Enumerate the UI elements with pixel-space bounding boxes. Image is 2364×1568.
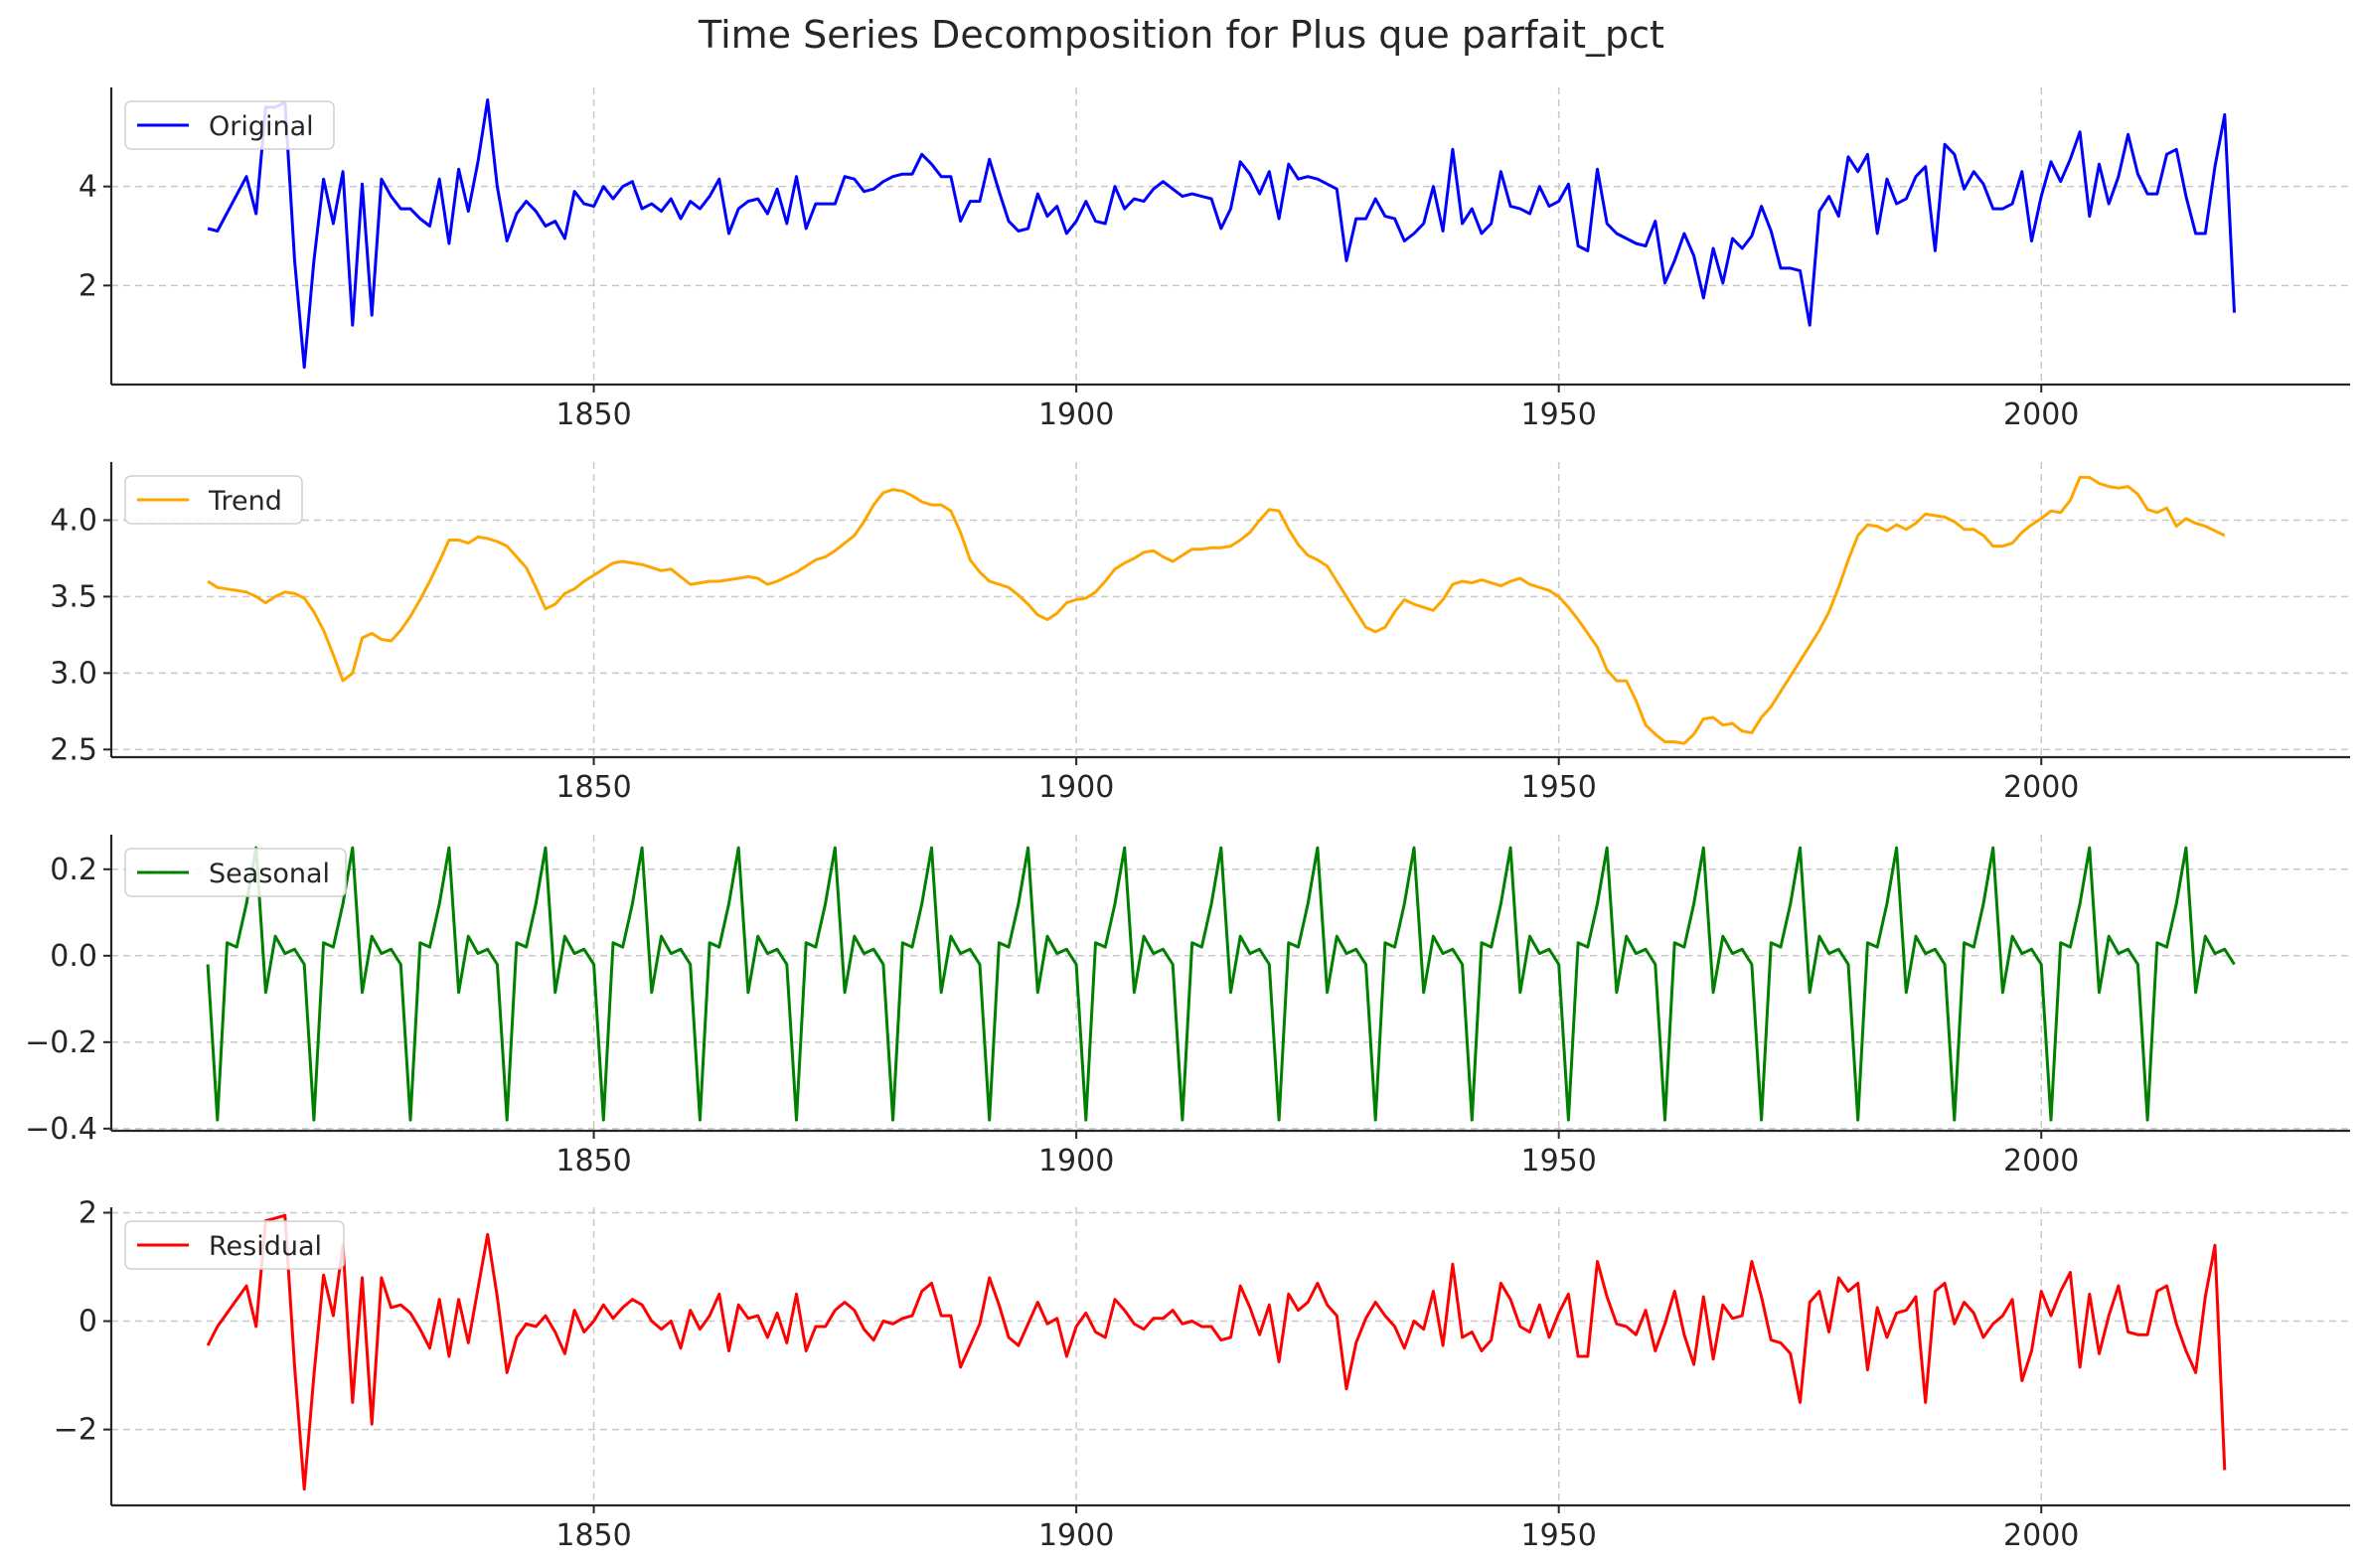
figure-title: Time Series Decomposition for Plus que p… [698, 13, 1664, 57]
original-legend-box [124, 100, 335, 150]
seasonal-series-line [206, 846, 2236, 1122]
residual-y-tick-label: −2 [54, 1413, 97, 1448]
original-series-line [207, 98, 2236, 370]
seasonal-y-tick-label: 0.2 [50, 853, 97, 887]
trend-y-tick-label: 4.0 [50, 503, 97, 538]
original-panel: 1850 1900 1950 2000 2 4 Original [79, 87, 2350, 432]
residual-legend-box [124, 1220, 345, 1270]
trend-x-tick-label: 1950 [1521, 770, 1597, 805]
seasonal-x-tick-label: 1950 [1521, 1144, 1597, 1178]
trend-series-line [207, 475, 2226, 745]
residual-x-tick-label: 2000 [2003, 1518, 2079, 1553]
residual-panel: 1850 1900 1950 2000 −2 0 2 Residual [54, 1195, 2350, 1553]
residual-x-tick-label: 1950 [1521, 1518, 1597, 1553]
seasonal-panel: 1850 1900 1950 2000 −0.4 −0.2 0.0 0.2 Seasonal [25, 835, 2350, 1178]
original-legend-label: Original [209, 111, 314, 142]
residual-y-tick-label: 0 [79, 1305, 97, 1339]
seasonal-x-tick-label: 1900 [1038, 1144, 1114, 1178]
residual-x-tick-label: 1850 [555, 1518, 631, 1553]
trend-x-tick-label: 1900 [1038, 770, 1114, 805]
trend-legend-box [124, 475, 303, 525]
seasonal-y-tick-label: −0.4 [25, 1112, 97, 1147]
seasonal-y-tick-label: −0.2 [25, 1025, 97, 1060]
trend-legend-label: Trend [208, 486, 282, 517]
original-x-tick-label: 2000 [2003, 397, 2079, 432]
residual-x-tick-label: 1900 [1038, 1518, 1114, 1553]
trend-y-tick-label: 3.0 [50, 656, 97, 691]
residual-legend-label: Residual [209, 1231, 322, 1262]
original-x-tick-label: 1900 [1038, 397, 1114, 432]
trend-x-tick-label: 2000 [2003, 770, 2079, 805]
original-y-tick-label: 4 [79, 170, 97, 205]
residual-legend: Residual [124, 1220, 345, 1270]
original-x-tick-label: 1950 [1521, 397, 1597, 432]
trend-y-tick-label: 3.5 [50, 579, 97, 614]
seasonal-x-tick-label: 2000 [2003, 1144, 2079, 1178]
trend-panel: 1850 1900 1950 2000 2.5 3.0 3.5 4.0 Trend [50, 462, 2350, 805]
residual-y-tick-label: 2 [79, 1195, 97, 1230]
trend-y-tick-label: 2.5 [50, 732, 97, 767]
original-x-tick-label: 1850 [555, 397, 631, 432]
seasonal-legend-label: Seasonal [209, 859, 330, 889]
trend-x-tick-label: 1850 [555, 770, 631, 805]
original-legend: Original [124, 100, 335, 150]
seasonal-legend: Seasonal [124, 848, 347, 897]
seasonal-y-tick-label: 0.0 [50, 939, 97, 974]
seasonal-legend-box [124, 848, 347, 897]
seasonal-x-tick-label: 1850 [555, 1144, 631, 1178]
residual-series-line [206, 1213, 2227, 1491]
trend-legend: Trend [124, 475, 303, 525]
original-y-tick-label: 2 [79, 268, 97, 303]
